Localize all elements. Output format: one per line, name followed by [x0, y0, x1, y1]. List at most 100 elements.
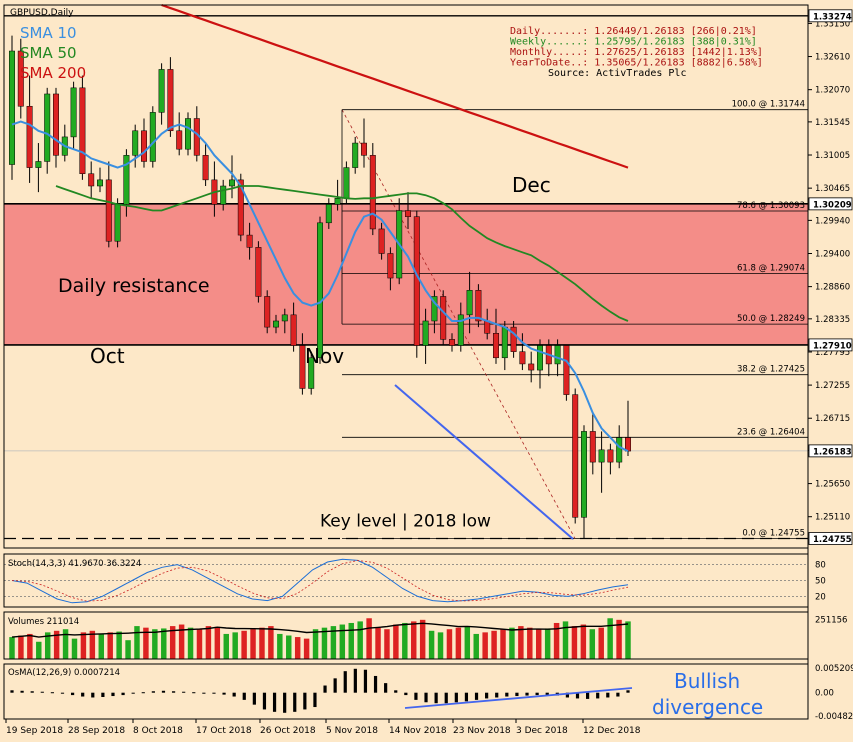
volume-bar [169, 626, 176, 659]
month-label: Nov [305, 344, 344, 368]
candle-body [607, 449, 614, 463]
fib-label: 78.6 @ 1.30093 [737, 201, 805, 211]
osma-bar [141, 692, 145, 694]
candle-body [281, 314, 288, 322]
info-box-line: Source: ActivTrades Plc [548, 68, 686, 79]
candle-body [17, 50, 24, 107]
price-tick-label: 1.30465 [815, 184, 850, 194]
volume-bar [268, 626, 274, 659]
price-tick-label: 1.29940 [815, 216, 850, 226]
volume-bar [437, 632, 444, 659]
osma-bar [232, 692, 236, 697]
osma-bar [262, 692, 267, 710]
month-label: Dec [512, 173, 551, 197]
candle-body [97, 179, 103, 187]
volume-bar [366, 618, 372, 659]
volume-bar [527, 627, 533, 659]
candle-body [158, 69, 165, 113]
volume-average-line [11, 622, 629, 638]
volume-bar [535, 629, 542, 659]
candle-body [369, 155, 376, 230]
candle-body [264, 296, 271, 328]
volume-bar [393, 624, 399, 659]
candle-body [475, 290, 482, 322]
volume-bar [419, 619, 426, 659]
candle-body [44, 93, 51, 162]
osma-tick-label: 0.00 [815, 689, 834, 699]
volume-bar [464, 626, 471, 659]
price-tick-label: 1.28335 [815, 315, 850, 325]
volume-bar [44, 632, 51, 659]
volume-bar [303, 638, 310, 659]
volume-bar [357, 621, 363, 659]
stoch-level-label: 80 [815, 561, 826, 571]
date-tick-label: 12 Dec 2018 [583, 726, 641, 736]
osma-bar [91, 692, 95, 698]
volume-bar [205, 626, 212, 659]
osma-bar [283, 692, 287, 713]
price-tick-label: 1.25110 [815, 513, 850, 523]
price-highlight-box [808, 338, 853, 352]
candle-body [537, 345, 543, 371]
divergence-annotation-line2: divergence [652, 695, 763, 719]
price-highlight-box [808, 444, 853, 458]
volume-bar [411, 621, 417, 659]
candle-body [325, 204, 332, 224]
price-tick-label: 1.27795 [815, 348, 850, 358]
volume-bar [143, 627, 149, 659]
osma-bar [323, 685, 327, 693]
volume-bar [482, 632, 488, 659]
osma-bar [535, 692, 539, 696]
osma-bar [343, 671, 347, 693]
volume-bar [428, 630, 435, 659]
price-highlight-box [808, 197, 853, 211]
candle-body [352, 142, 359, 168]
fib-label: 50.0 @ 1.28249 [737, 314, 805, 324]
osma-bar [111, 692, 115, 697]
volume-bar [259, 627, 265, 659]
candle-body [598, 449, 605, 463]
candle-body [317, 222, 323, 359]
candle-body [572, 394, 579, 518]
osma-bar [434, 692, 438, 704]
symbol-label: GBPUSD,Daily [10, 8, 74, 18]
volume-bar [223, 633, 229, 659]
price-tick-label: 1.32610 [815, 53, 850, 63]
volume-bar [518, 626, 524, 659]
volume-bar [598, 627, 604, 659]
osma-bar [363, 669, 368, 693]
osma-bar [575, 692, 580, 699]
date-tick-label: 23 Nov 2018 [453, 726, 511, 736]
candle-body [563, 345, 570, 395]
fib-label: 61.8 @ 1.29074 [737, 263, 805, 273]
volume-bar [286, 635, 292, 659]
candle-body [413, 216, 420, 346]
volume-bar [500, 629, 506, 659]
volume-tick-label: 251156 [815, 616, 847, 626]
osma-bar [161, 690, 166, 693]
candle-body [449, 339, 455, 346]
info-box-line: Weekly......: 1.25795/1.26183 [388|0.31%… [510, 37, 757, 48]
volume-bar [161, 628, 167, 659]
volume-bar [339, 624, 346, 659]
volume-bar [509, 627, 515, 659]
osma-bar [373, 675, 378, 693]
volume-bar [455, 627, 462, 659]
price-divergence-line [394, 384, 574, 540]
date-tick-label: 17 Oct 2018 [196, 726, 252, 736]
candle-body [308, 357, 315, 389]
candle-body [246, 234, 253, 248]
price-tick-label: 1.28860 [815, 283, 850, 293]
osma-divergence-line [404, 687, 633, 709]
volume-bar [134, 626, 140, 659]
osma-bar [626, 690, 630, 693]
volume-bar [580, 624, 587, 659]
candle-body [185, 118, 191, 150]
osma-bar [384, 683, 388, 693]
candle-body [334, 198, 341, 205]
candle-body [422, 320, 429, 346]
date-tick-label: 3 Dec 2018 [516, 726, 568, 736]
candle-body [141, 130, 147, 162]
volume-bar [607, 618, 613, 659]
candle-body [176, 130, 183, 150]
